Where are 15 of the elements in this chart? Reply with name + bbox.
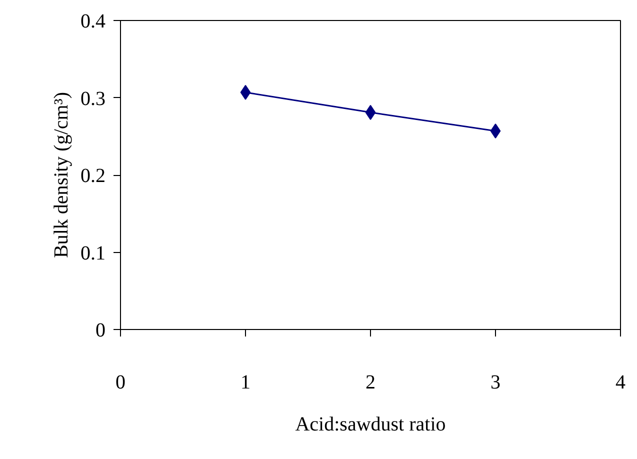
y-tick-label: 0.3: [80, 88, 106, 110]
y-tick-label: 0.2: [80, 165, 106, 187]
point: [240, 84, 251, 100]
y-tick-label: 0: [96, 320, 106, 342]
y-axis-title: Bulk density (g/cm³): [50, 92, 72, 258]
x-tick-label: 1: [240, 372, 250, 394]
y-tick-label: 0.4: [80, 10, 106, 32]
y-tick-label: 0.1: [80, 242, 106, 264]
x-axis-title: Acid:sawdust ratio: [295, 414, 446, 436]
point: [365, 104, 376, 120]
x-tick-label: 3: [490, 372, 500, 394]
x-tick-label: 4: [616, 372, 626, 394]
x-tick-label: 0: [116, 372, 126, 394]
x-tick-label: 2: [366, 372, 376, 394]
point: [490, 123, 501, 138]
